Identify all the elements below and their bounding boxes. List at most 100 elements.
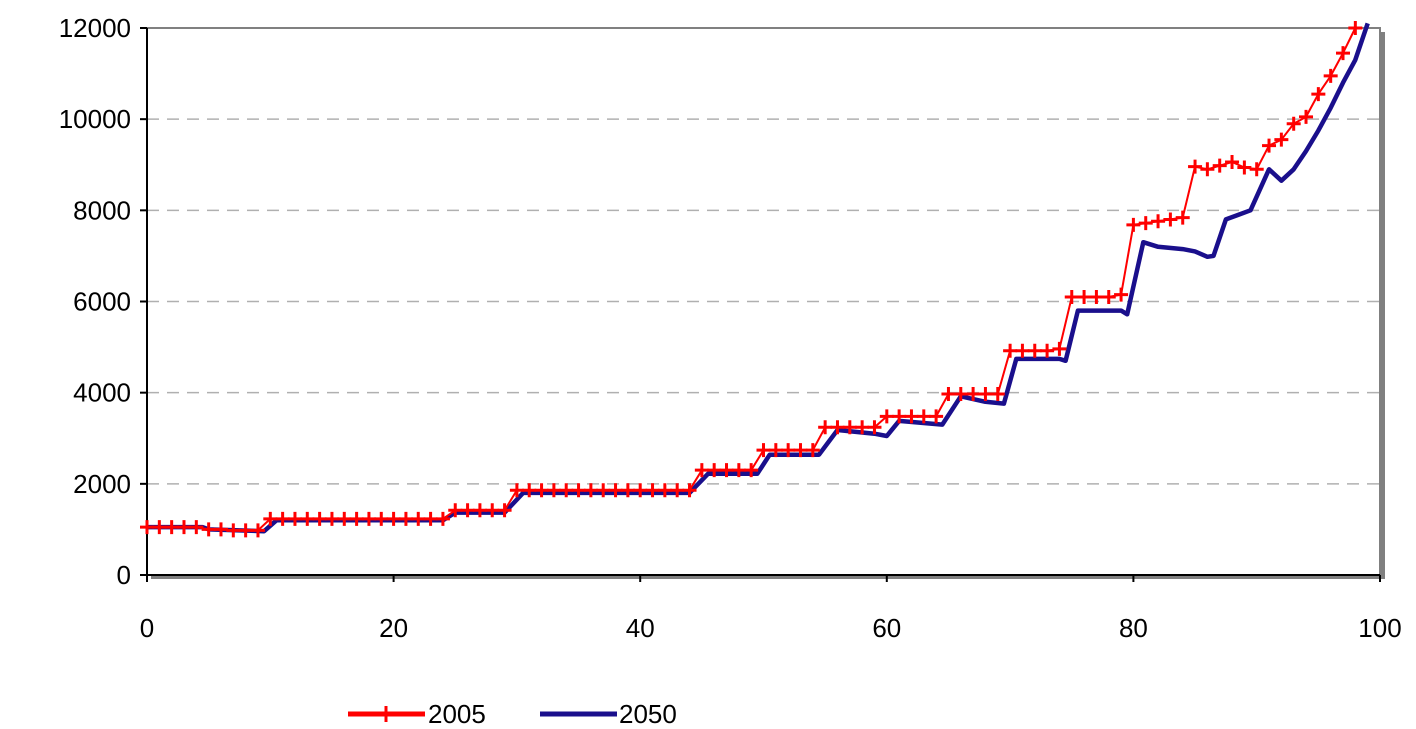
point-2005-42 — [657, 483, 672, 498]
point-2005-49 — [744, 463, 759, 478]
x-tick-label-0: 0 — [140, 613, 154, 643]
legend-label-2050: 2050 — [619, 699, 677, 724]
point-2005-97 — [1336, 46, 1351, 61]
point-2005-88 — [1225, 155, 1240, 170]
point-2005-5 — [201, 522, 216, 537]
point-2005-53 — [793, 443, 808, 458]
y-tick-label-6: 12000 — [59, 13, 131, 43]
point-2005-6 — [213, 522, 228, 537]
point-2005-1 — [152, 520, 167, 535]
point-2005-12 — [287, 511, 302, 526]
point-2005-72 — [1027, 343, 1042, 358]
point-2005-95 — [1311, 87, 1326, 102]
point-2005-37 — [596, 483, 611, 498]
point-2005-69 — [990, 387, 1005, 402]
point-2005-46 — [707, 463, 722, 478]
point-2005-31 — [522, 483, 537, 498]
point-2005-98 — [1348, 21, 1363, 35]
point-2005-75 — [1064, 289, 1079, 304]
point-2005-19 — [374, 511, 389, 526]
point-2005-82 — [1151, 214, 1166, 229]
point-2005-64 — [929, 409, 944, 424]
point-2005-76 — [1077, 289, 1092, 304]
point-2005-91 — [1262, 138, 1277, 153]
point-2005-61 — [892, 409, 907, 424]
point-2005-48 — [731, 463, 746, 478]
y-tick-label-1: 2000 — [73, 469, 131, 499]
point-2005-29 — [497, 503, 512, 518]
point-2005-22 — [411, 511, 426, 526]
legend-label-2005: 2005 — [428, 699, 486, 724]
point-2005-33 — [546, 483, 561, 498]
x-tick-label-1: 20 — [379, 613, 408, 643]
point-2005-30 — [509, 483, 524, 498]
point-2005-0 — [140, 520, 154, 535]
point-2005-8 — [238, 523, 253, 538]
point-2005-58 — [855, 420, 870, 435]
plot-shadow-right — [1379, 32, 1385, 579]
point-2005-28 — [485, 503, 500, 518]
point-2005-63 — [916, 409, 931, 424]
point-2005-93 — [1286, 116, 1301, 131]
legend-marker-2005 — [378, 706, 394, 722]
point-2005-45 — [694, 463, 709, 478]
point-2005-55 — [818, 420, 833, 435]
tick-labels: 0 2000 4000 6000 8000 10000 12000 0 20 40 60 80 100 — [59, 13, 1402, 643]
y-tick-label-5: 10000 — [59, 104, 131, 134]
point-2005-78 — [1101, 289, 1116, 304]
point-2005-89 — [1237, 160, 1252, 175]
point-2005-4 — [189, 520, 204, 535]
y-tick-label-0: 0 — [117, 560, 131, 590]
point-2005-17 — [349, 511, 364, 526]
point-2005-57 — [842, 420, 857, 435]
y-tick-label-4: 8000 — [73, 195, 131, 225]
point-2005-14 — [312, 511, 327, 526]
point-2005-18 — [361, 511, 376, 526]
point-2005-15 — [324, 511, 339, 526]
point-2005-21 — [398, 511, 413, 526]
point-2005-60 — [879, 409, 894, 424]
point-2005-77 — [1089, 289, 1104, 304]
point-2005-65 — [941, 387, 956, 402]
point-2005-67 — [966, 387, 981, 402]
point-2005-80 — [1126, 217, 1141, 232]
point-2005-23 — [423, 511, 438, 526]
axes — [140, 27, 1381, 582]
x-tick-label-2: 40 — [626, 613, 655, 643]
point-2005-70 — [1003, 343, 1018, 358]
x-tick-label-5: 100 — [1358, 613, 1401, 643]
point-2005-54 — [805, 443, 820, 458]
legend-item-2050[interactable]: 2050 — [540, 699, 677, 729]
point-2005-84 — [1175, 210, 1190, 225]
point-2005-51 — [768, 443, 783, 458]
point-2005-44 — [682, 483, 697, 498]
point-2005-83 — [1163, 212, 1178, 227]
point-2005-3 — [176, 520, 191, 535]
point-2005-94 — [1299, 109, 1314, 124]
point-2005-34 — [559, 483, 574, 498]
point-2005-87 — [1212, 158, 1227, 173]
point-2005-43 — [670, 483, 685, 498]
point-2005-96 — [1323, 68, 1338, 83]
point-2005-35 — [571, 483, 586, 498]
point-2005-50 — [756, 443, 771, 458]
point-2005-62 — [904, 409, 919, 424]
point-2005-32 — [534, 483, 549, 498]
point-2005-56 — [830, 420, 845, 435]
point-2005-27 — [472, 503, 487, 518]
point-2005-90 — [1249, 162, 1264, 177]
point-2005-9 — [250, 523, 265, 538]
y-tick-label-2: 4000 — [73, 378, 131, 408]
point-2005-10 — [263, 511, 278, 526]
point-2005-74 — [1052, 341, 1067, 356]
x-tick-label-3: 60 — [872, 613, 901, 643]
point-2005-52 — [781, 443, 796, 458]
point-2005-7 — [226, 523, 241, 538]
markers — [140, 21, 1363, 538]
point-2005-2 — [164, 520, 179, 535]
point-2005-25 — [448, 503, 463, 518]
point-2005-41 — [645, 483, 660, 498]
point-2005-66 — [953, 387, 968, 402]
legend-item-2005[interactable]: 2005 — [348, 699, 486, 729]
point-2005-47 — [719, 463, 734, 478]
